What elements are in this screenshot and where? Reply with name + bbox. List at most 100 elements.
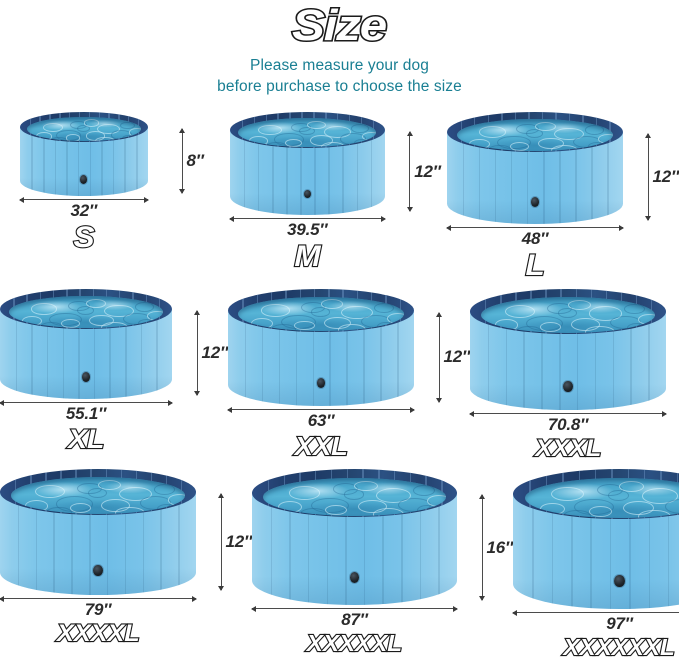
subtitle-line-1: Please measure your dog: [250, 57, 429, 74]
height-dimension-line: [481, 495, 483, 601]
pool-fold-creases: [0, 309, 172, 399]
width-dimension-label: 97″: [606, 614, 633, 633]
pool-wall-shading: [19, 178, 148, 196]
width-dimension-line: [447, 227, 623, 228]
pool-size-cell[interactable]: 12″ 70.8″XXXL: [470, 289, 679, 462]
water-inner-edge: [263, 478, 445, 516]
height-dimension-label: 12″: [201, 343, 229, 362]
water-ripples: [238, 118, 377, 148]
pool-water-surface: [238, 118, 377, 148]
height-dimension-line: [438, 312, 440, 402]
water-ripples: [9, 296, 163, 329]
height-dimension-line: [220, 494, 222, 591]
pool-fold-creases: [20, 127, 148, 196]
pool-illustration-area: 12″: [447, 112, 679, 224]
width-dimension-line: [0, 598, 196, 599]
size-label: S: [72, 221, 95, 254]
size-label: XXXXXXL: [563, 634, 677, 660]
pool-water-surface: [263, 477, 446, 517]
height-dimension-line: [196, 311, 198, 395]
size-label: XXXXXL: [306, 630, 404, 656]
pool-size-cell[interactable]: 16″ 97″XXXXXXL: [513, 469, 679, 660]
drain-plug-icon: [614, 574, 625, 587]
drain-plug-icon: [80, 175, 88, 184]
water-ripples: [11, 477, 186, 515]
height-dimension-line: [181, 128, 183, 193]
pool-size-cell[interactable]: 12″ 48″ L: [447, 112, 679, 282]
pool-size-cell[interactable]: 12″ 39.5″ M: [224, 112, 448, 281]
subtitle: Please measure your dog before purchase …: [0, 55, 679, 97]
height-dimension-line: [409, 131, 411, 212]
pool-fold-creases: [252, 493, 457, 605]
width-dimension-line: [252, 608, 457, 609]
height-dimension: 16″: [481, 495, 513, 601]
page-title: Size: [291, 0, 390, 51]
pool-illustration-area: 8″: [19, 112, 204, 196]
pool-water-surface: [456, 119, 614, 152]
pool-water-surface: [524, 478, 679, 519]
pool-water-surface: [10, 477, 186, 515]
pool-water-surface: [9, 296, 163, 329]
subtitle-line-2: before purchase to choose the size: [217, 78, 462, 95]
drain-plug-icon: [316, 377, 326, 389]
pool-size-row: 12″ 55.1″XL 12″ 63″XXL 12″ 70.8″XXXL: [0, 289, 679, 462]
pool-wall-shading: [0, 375, 172, 399]
width-dimension: 63″: [228, 409, 414, 431]
height-dimension-line: [647, 134, 649, 220]
pool-size-cell[interactable]: 8″ 32″ S: [0, 112, 224, 281]
pool-illustration-area: 12″: [0, 469, 252, 595]
water-ripples: [238, 297, 404, 332]
water-ripples: [457, 119, 614, 152]
dog-pool-illustration: [0, 469, 196, 595]
size-label: XL: [67, 424, 106, 454]
height-dimension: 12″: [196, 311, 229, 395]
pool-fold-creases: [228, 310, 414, 406]
drain-plug-icon: [563, 381, 573, 393]
pool-fold-creases: [230, 130, 385, 215]
size-label: M: [293, 240, 322, 273]
pool-illustration-area: 12″: [0, 289, 228, 399]
water-ripples: [263, 478, 446, 517]
pool-illustration-area: 12″: [229, 112, 441, 215]
water-inner-edge: [9, 296, 162, 328]
size-chart-header: Size Please measure your dog before purc…: [0, 0, 679, 97]
pool-size-row: 8″ 32″ S 12″ 39.5″ M 12″ 48″ L: [0, 112, 679, 282]
width-dimension-line: [19, 199, 148, 200]
width-dimension: 39.5″: [229, 218, 385, 240]
pool-size-cell[interactable]: 12″ 63″ XXL: [228, 289, 470, 461]
width-dimension: 48″: [447, 227, 623, 249]
height-dimension-label: 8″: [186, 150, 204, 170]
drain-plug-icon: [349, 571, 360, 584]
height-dimension-label: 12″: [225, 532, 253, 552]
dog-pool-illustration: [19, 112, 148, 196]
pool-size-cell[interactable]: 12″ 55.1″ XL: [0, 289, 228, 461]
height-dimension: 12″: [647, 134, 679, 220]
water-ripples: [27, 117, 141, 142]
width-dimension-label: 55.1″: [65, 404, 107, 423]
pool-size-cell[interactable]: 12″ 79″ XXXXL: [0, 469, 252, 659]
dog-pool-illustration: [229, 112, 385, 215]
height-dimension: 12″: [220, 494, 253, 591]
pool-water-surface: [26, 117, 141, 142]
size-label: L: [524, 249, 546, 282]
size-chart-grid: 8″ 32″ S 12″ 39.5″ M 12″ 48″ L 12″ 55.1″ XL 12″ 63″ XX…: [0, 112, 679, 660]
size-label: XXL: [293, 431, 348, 461]
pool-wall-shading: [513, 579, 679, 609]
dog-pool-illustration: [513, 469, 679, 609]
pool-size-cell[interactable]: 16″ 87″ XXXXXL: [252, 469, 513, 659]
pool-illustration-area: 12″: [228, 289, 470, 406]
pool-illustration-area: 12″: [470, 289, 679, 410]
pool-fold-creases: [513, 494, 679, 609]
drain-plug-icon: [303, 189, 311, 199]
pool-wall: [229, 130, 385, 215]
dog-pool-illustration: [0, 289, 172, 399]
width-dimension: 55.1″: [0, 402, 172, 424]
pool-wall-shading: [447, 200, 623, 224]
pool-size-row: 12″ 79″XXXXL 16″ 87″XXXXXL 16″ 97″XXXXXXL: [0, 469, 679, 660]
pool-wall-shading: [229, 192, 385, 215]
width-dimension-label: 32″: [70, 201, 98, 220]
drain-plug-icon: [530, 196, 540, 207]
width-dimension-line: [229, 218, 385, 219]
width-dimension: 87″: [252, 608, 457, 630]
width-dimension: 79″: [0, 598, 196, 620]
